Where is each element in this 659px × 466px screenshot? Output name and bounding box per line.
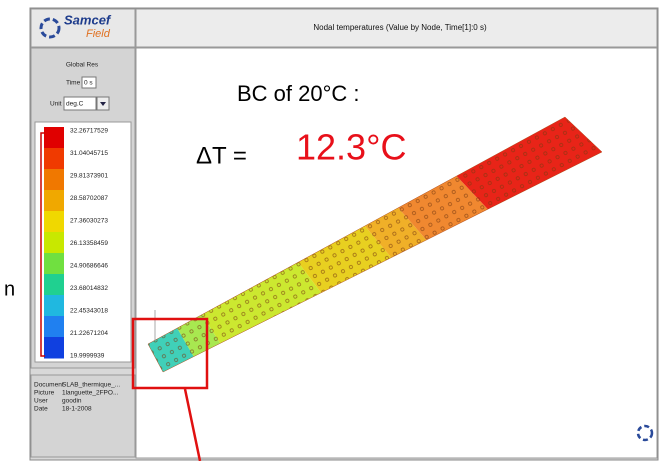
legend-swatch bbox=[44, 253, 64, 275]
legend-swatch bbox=[44, 211, 64, 233]
legend-label: 27.36030273 bbox=[70, 218, 108, 225]
info-value: goodin bbox=[62, 398, 82, 405]
logo-sub: Field bbox=[86, 28, 111, 40]
legend-label: 26.13358459 bbox=[70, 240, 108, 247]
annotation-delta-value: 12.3°C bbox=[296, 127, 406, 168]
legend-swatch bbox=[44, 148, 64, 170]
legend-swatch bbox=[44, 337, 64, 359]
legend-swatch bbox=[44, 274, 64, 296]
info-value: 1languette_2FPO... bbox=[62, 390, 119, 397]
unit-label: Unit bbox=[50, 101, 62, 108]
screenshot: n Samcef Field Nodal temperatures (Value… bbox=[0, 0, 659, 461]
info-value: SLAB_thermique_... bbox=[62, 382, 120, 389]
info-key: User bbox=[34, 398, 49, 405]
legend-swatch bbox=[44, 232, 64, 254]
page: n Samcef Field Nodal temperatures (Value… bbox=[0, 0, 659, 461]
info-key: Document bbox=[34, 382, 64, 389]
legend-swatch bbox=[44, 127, 64, 149]
time-label: Time bbox=[66, 80, 81, 87]
annotation-bc: BC of 20°C : bbox=[237, 81, 360, 106]
unit-value: deg.C bbox=[66, 101, 84, 108]
legend-label: 32.26717529 bbox=[70, 128, 108, 135]
time-value: 0 s bbox=[84, 80, 93, 87]
legend-label: 24.90686646 bbox=[70, 263, 108, 270]
edge-text: n bbox=[4, 278, 15, 300]
legend-swatch bbox=[44, 316, 64, 338]
annotation-delta-label: ΔT = bbox=[196, 142, 247, 169]
legend-swatch bbox=[44, 295, 64, 317]
legend-label: 23.68014832 bbox=[70, 285, 108, 292]
legend-label: 22.45343018 bbox=[70, 308, 108, 315]
header-title: Nodal temperatures (Value by Node, Time[… bbox=[313, 23, 487, 32]
panel-title: Global Res bbox=[66, 62, 99, 69]
legend-label: 28.58702087 bbox=[70, 195, 108, 202]
logo-name: Samcef bbox=[64, 12, 112, 27]
legend-label: 31.04045715 bbox=[70, 150, 108, 157]
legend-label: 19.9999939 bbox=[70, 353, 105, 360]
legend-swatch bbox=[44, 190, 64, 212]
info-key: Picture bbox=[34, 390, 55, 397]
info-value: 18-1-2008 bbox=[62, 406, 92, 413]
legend-swatch bbox=[44, 169, 64, 191]
legend-label: 21.22671204 bbox=[70, 330, 108, 337]
legend-label: 29.81373901 bbox=[70, 173, 108, 180]
info-key: Date bbox=[34, 406, 48, 413]
